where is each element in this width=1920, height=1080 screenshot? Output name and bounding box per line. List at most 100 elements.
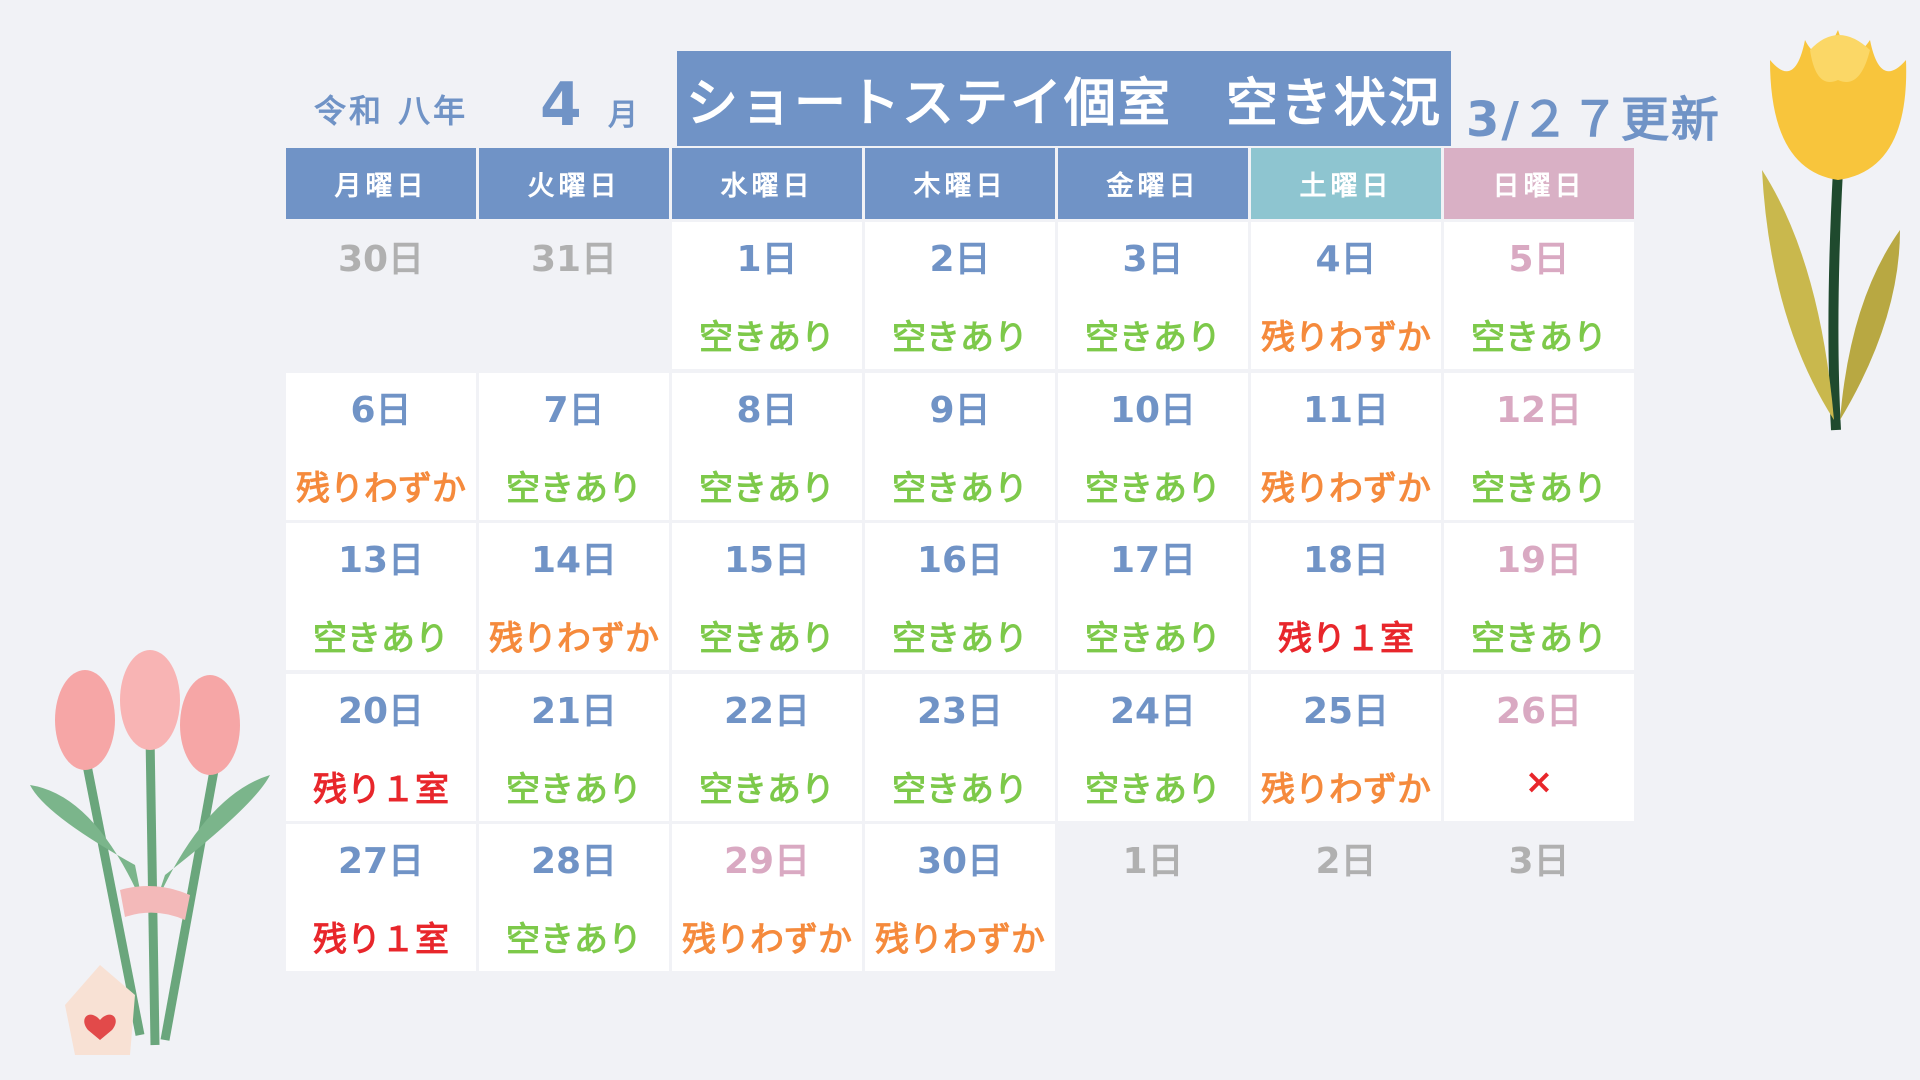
availability-status: 空きあり [1085, 468, 1221, 509]
day-cell: 13日空きあり [286, 523, 476, 670]
availability-status: 空きあり [506, 920, 642, 960]
day-number: 4日 [1315, 239, 1377, 280]
day-number: 13日 [337, 540, 425, 581]
day-cell: 7日 空きあり [479, 372, 669, 520]
day-number: 12日 [1495, 389, 1583, 431]
day-number: 22日 [723, 690, 811, 732]
tulip-decoration [1762, 30, 1907, 431]
day-number: 14日 [530, 540, 618, 581]
availability-status: 空きあり [892, 468, 1028, 509]
day-cell: 31日 [479, 222, 669, 369]
availability-status: 空きあり [1471, 619, 1607, 659]
day-cell: 28日 空きあり [479, 824, 669, 971]
day-cell: 10日 空きあり [1058, 372, 1248, 520]
availability-status: 残りわずか [1261, 769, 1431, 810]
day-cell: 25日残りわずか [1251, 673, 1441, 821]
day-number: 1日 [736, 239, 798, 280]
availability-status: 残り１室 [313, 769, 449, 810]
day-cell: 11日残りわずか [1251, 372, 1441, 520]
day-cell: 12日空きあり [1444, 372, 1634, 520]
day-cell: 3日 [1444, 824, 1634, 971]
day-cell: 1日 [1058, 824, 1248, 971]
availability-status: 残りわずか [1261, 318, 1431, 358]
availability-status: 空きあり [892, 769, 1028, 810]
availability-status: 残りわずか [1261, 468, 1431, 509]
day-number: 31日 [530, 239, 618, 280]
era: 令和 八年 [314, 92, 469, 130]
day-number: 18日 [1302, 540, 1390, 581]
weekday-header: 月曜日 [286, 148, 476, 219]
day-number: 29日 [723, 841, 811, 882]
day-number: 1日 [1122, 841, 1184, 882]
availability-status: 空きあり [506, 769, 642, 810]
day-cell: 1日 空きあり [672, 222, 862, 369]
day-cell: 29日残りわずか [672, 824, 862, 971]
weekday-header: 金曜日 [1058, 148, 1248, 219]
day-cell: 21日空きあり [479, 673, 669, 821]
day-cell: 16日空きあり [865, 523, 1055, 670]
day-number: 2日 [929, 239, 991, 280]
day-cell: 18日 残り１室 [1251, 523, 1441, 670]
day-number: 26日 [1495, 690, 1583, 732]
availability-status: 空きあり [1085, 318, 1221, 358]
day-cell: 15日空きあり [672, 523, 862, 670]
availability-status: 空きあり [892, 619, 1028, 659]
day-number: 20日 [337, 690, 425, 732]
weekday-header: 木曜日 [865, 148, 1055, 219]
day-number: 23日 [916, 690, 1004, 732]
day-number: 30日 [916, 841, 1004, 882]
availability-status: 空きあり [892, 318, 1028, 358]
availability-status: 残りわずか [682, 920, 852, 960]
day-number: 21日 [530, 690, 618, 732]
availability-status: × [1524, 761, 1554, 802]
day-number: 15日 [723, 540, 811, 581]
availability-status: 空きあり [313, 619, 449, 659]
day-cell: 2日空きあり [865, 222, 1055, 369]
availability-status: 空きあり [699, 619, 835, 659]
availability-status: 残り１室 [313, 920, 449, 960]
day-cell: 23日空きあり [865, 673, 1055, 821]
availability-status: 空きあり [699, 769, 835, 810]
availability-status: 空きあり [1085, 619, 1221, 659]
availability-status: 残りわずか [296, 468, 466, 509]
day-cell: 17日空きあり [1058, 523, 1248, 670]
day-number: 5日 [1508, 239, 1570, 280]
weekday-header: 火曜日 [479, 148, 669, 219]
day-cell: 30日残りわずか [865, 824, 1055, 971]
availability-status: 空きあり [699, 468, 835, 509]
weekday-header: 日曜日 [1444, 148, 1634, 219]
day-number: 3日 [1122, 239, 1184, 280]
weekday-header: 土曜日 [1251, 148, 1441, 219]
month: 4 [540, 70, 582, 140]
day-cell: 30日 [286, 222, 476, 369]
day-number: 9日 [929, 389, 991, 431]
day-number: 11日 [1302, 389, 1390, 431]
day-cell: 27日残り１室 [286, 824, 476, 971]
day-number: 17日 [1109, 540, 1197, 581]
day-cell: 24日 空きあり [1058, 673, 1248, 821]
day-number: 27日 [337, 841, 425, 882]
day-number: 30日 [337, 239, 425, 280]
day-number: 3日 [1508, 841, 1570, 882]
day-number: 6日 [350, 389, 412, 431]
day-cell: 19日空きあり [1444, 523, 1634, 670]
day-cell: 6日残りわずか [286, 372, 476, 520]
weekday-header: 水曜日 [672, 148, 862, 219]
day-number: 2日 [1315, 841, 1377, 882]
bouquet-decoration [30, 650, 270, 1055]
day-cell: 4日残りわずか [1251, 222, 1441, 369]
day-number: 7日 [543, 389, 605, 431]
day-cell: 5日空きあり [1444, 222, 1634, 369]
day-cell: 3日空きあり [1058, 222, 1248, 369]
availability-status: 空きあり [1471, 318, 1607, 358]
day-number: 16日 [916, 540, 1004, 581]
day-cell: 22日空きあり [672, 673, 862, 821]
availability-status: 残りわずか [875, 920, 1045, 960]
day-cell: 26日 × [1444, 673, 1634, 821]
updated: 3/２７更新 [1466, 92, 1721, 148]
availability-status: 空きあり [1471, 468, 1607, 509]
title: ショートステイ個室 空き状況 [677, 51, 1451, 146]
day-number: 19日 [1495, 540, 1583, 581]
day-number: 25日 [1302, 690, 1390, 732]
